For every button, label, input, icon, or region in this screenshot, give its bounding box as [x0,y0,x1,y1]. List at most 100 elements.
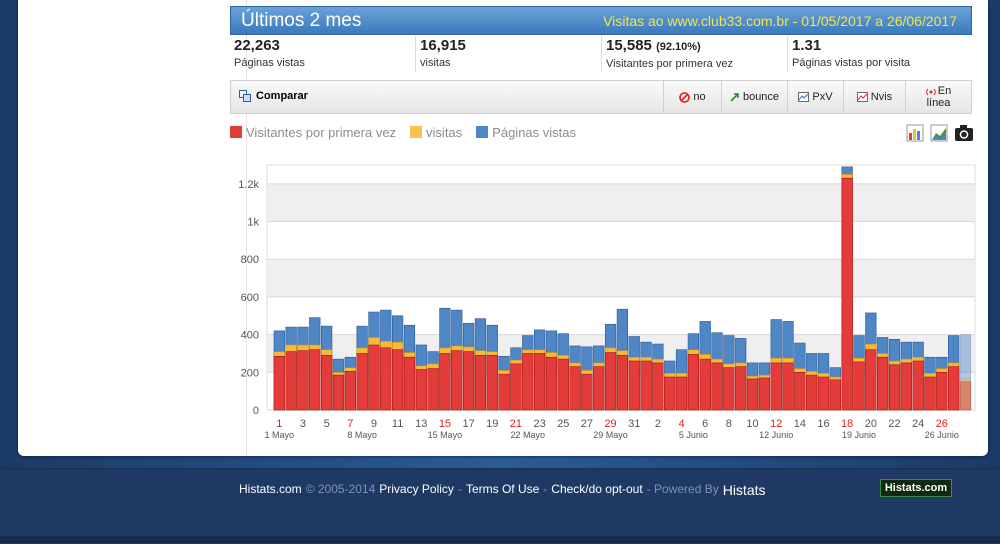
legend-visits[interactable]: visitas [410,124,462,140]
x-day-label: 22 [888,418,900,430]
period-title-bar: Últimos 2 mes Visitas ao www.club33.com.… [230,6,972,35]
x-week-label: 29 Mayo [593,430,628,440]
area-chart-icon[interactable] [930,124,948,142]
histats-logo[interactable]: Histats.com [880,479,952,497]
x-week-label: 19 Junio [842,430,876,440]
y-tick-label: 800 [241,254,259,266]
bar-first-visitors [344,371,356,411]
x-day-label: 1 [276,418,282,430]
compare-label: Comparar [256,90,308,102]
footer-copyright: © 2005-2014 [305,482,376,496]
bar-visits [959,378,972,411]
x-week-label: 12 Junio [759,430,793,440]
pxv-button[interactable]: PxV [787,81,843,113]
x-week-label: 1 Mayo [265,430,295,440]
x-day-label: 8 [726,418,732,430]
stat-pageviews: 22,263 Páginas vistas [230,36,416,72]
online-button[interactable]: En línea [905,81,971,113]
x-day-label: 31 [628,418,640,430]
y-tick-label: 600 [241,292,259,304]
y-tick-label: 1k [247,217,259,229]
x-day-label: 18 [841,418,853,430]
x-day-label: 29 [604,418,616,430]
no-icon [679,91,691,103]
nvis-button[interactable]: Nvis [843,81,905,113]
bar-first-visitors [865,349,877,411]
x-day-label: 10 [746,418,758,430]
powered-by-brand[interactable]: Histats [722,482,766,498]
bounce-label: bounce [742,91,780,103]
chart-legend: Visitantes por primera vez visitas Págin… [230,124,576,140]
bar-first-visitors [462,351,475,411]
x-week-label: 26 Junio [925,430,959,440]
stat-value: 16,915 [420,37,466,54]
grid-band [267,183,975,222]
x-day-label: 4 [678,418,684,430]
legend-pageviews[interactable]: Páginas vistas [476,124,576,140]
bar-first-visitors [640,360,652,411]
x-day-label: 14 [794,418,806,430]
camera-icon[interactable] [954,124,973,142]
bar-first-visitors [616,355,629,411]
bar-first-visitors [557,358,569,411]
legend-first-visitors[interactable]: Visitantes por primera vez [230,124,396,140]
bottom-strip [0,536,1000,543]
bar-first-visitors [959,381,972,411]
x-day-label: 3 [300,418,306,430]
bar-first-visitors [735,366,747,411]
bar-first-visitors [439,353,451,411]
optout-link[interactable]: Check/do opt-out [551,482,643,496]
bar-first-visitors [770,362,782,411]
stat-first-visitors: 15,585 (92.10%) Visitantes por primera v… [602,36,788,72]
y-tick-label: 400 [241,330,259,342]
x-day-label: 5 [324,418,330,430]
x-day-label: 26 [936,418,948,430]
bar-first-visitors [533,353,546,411]
bar-first-visitors [569,366,581,411]
summary-stats: 22,263 Páginas vistas 16,915 visitas 15,… [230,36,972,72]
period-title: Últimos 2 mes [241,10,362,31]
bar-first-visitors [853,361,865,411]
footer-brand-link[interactable]: Histats.com [239,482,302,496]
bar-first-visitors [758,377,770,411]
legend-label: visitas [426,124,463,140]
bar-first-visitors [285,351,297,411]
chart-line-icon [798,92,810,102]
footer-links: Histats.com © 2005-2014 Privacy Policy -… [239,482,766,498]
bar-first-visitors [593,366,605,411]
bar-first-visitors [817,376,830,411]
nvis-label: Nvis [870,91,893,103]
bar-first-visitors [794,372,806,411]
stat-visits: 16,915 visitas [416,36,602,72]
bar-first-visitors [581,373,593,411]
chart-line-icon [856,92,868,102]
bounce-icon [730,93,739,102]
x-day-label: 11 [392,418,403,430]
bar-first-visitors [628,360,640,411]
bar-first-visitors [415,369,427,411]
bar-first-visitors [474,355,487,411]
bar-first-visitors [356,353,368,411]
x-day-label: 24 [912,418,924,430]
chart-toolbar: Comparar no bounce PxV Nvis En línea [230,80,972,114]
compare-button[interactable]: Comparar [239,90,308,102]
bar-first-visitors [522,353,534,411]
bar-first-visitors [948,366,960,411]
legend-swatch [476,126,489,138]
bar-first-visitors [309,349,321,411]
broadcast-icon [925,88,936,95]
bounce-button[interactable]: bounce [721,81,787,113]
x-day-label: 16 [817,418,829,430]
bar-chart-icon[interactable] [906,124,924,142]
legend-label: Visitantes por primera vez [246,124,397,140]
bar-first-visitors [900,362,912,411]
privacy-link[interactable]: Privacy Policy [379,482,454,496]
no-filter-button[interactable]: no [663,81,721,113]
x-day-label: 21 [510,418,522,430]
terms-link[interactable]: Terms Of Use [465,482,540,496]
x-day-label: 7 [347,418,353,430]
x-day-label: 9 [371,418,377,430]
bar-first-visitors [664,376,676,411]
chart-type-icons [906,124,973,142]
